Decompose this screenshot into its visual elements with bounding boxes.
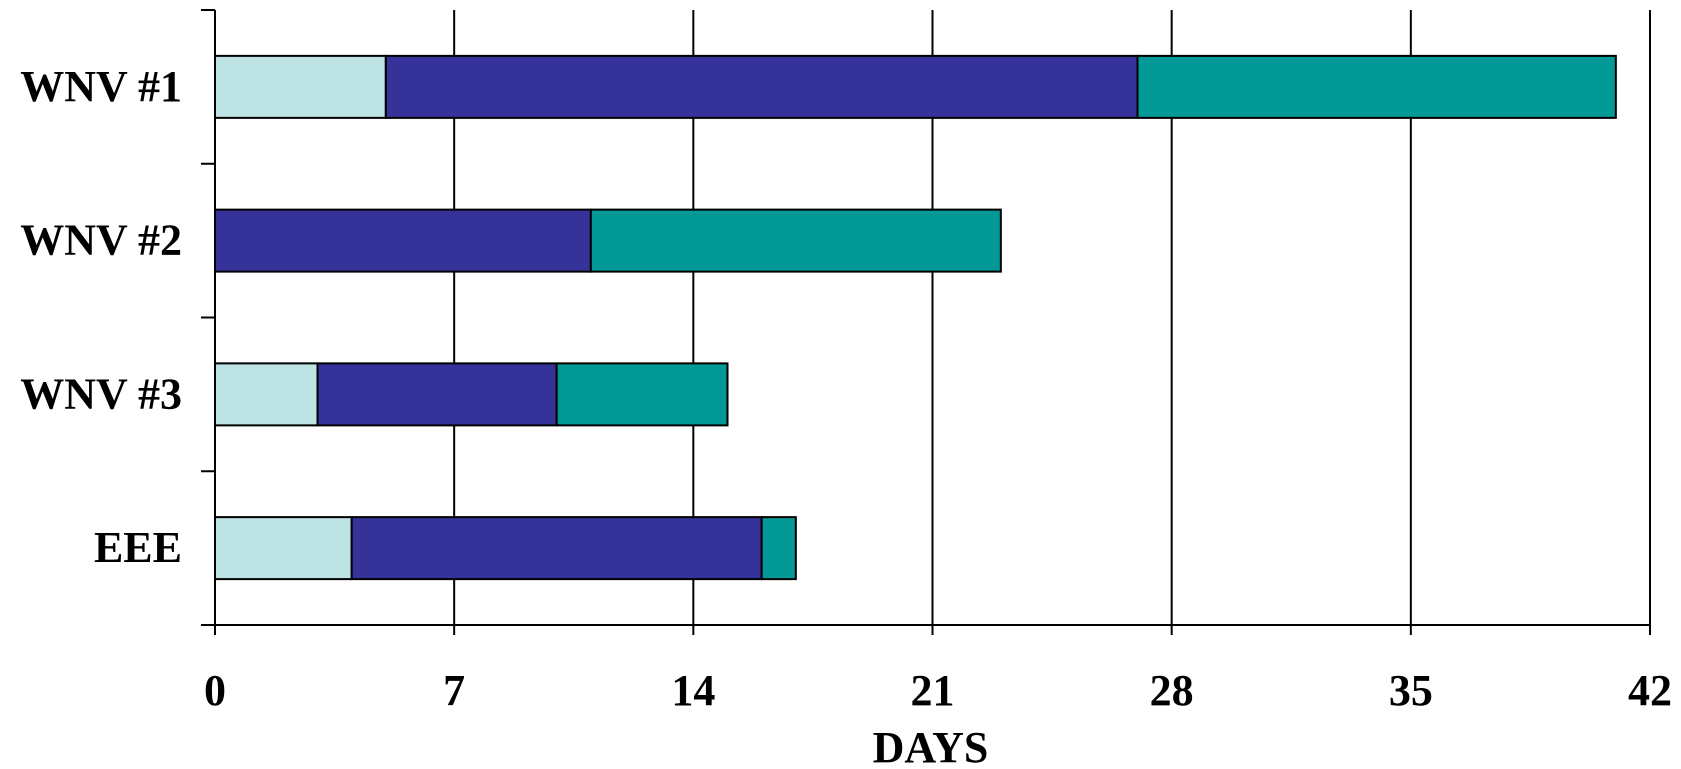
category-label: EEE bbox=[94, 523, 182, 572]
bar-segment bbox=[589, 208, 1002, 273]
bar-segment bbox=[214, 54, 387, 119]
x-tick-label: 14 bbox=[671, 666, 715, 715]
bar-segment bbox=[384, 54, 1139, 119]
x-tick-label: 21 bbox=[911, 666, 955, 715]
bar-segment bbox=[760, 516, 797, 581]
bar-segment bbox=[214, 516, 353, 581]
category-label: WNV #3 bbox=[20, 369, 182, 418]
bar-segment bbox=[214, 208, 592, 273]
category-label: WNV #2 bbox=[20, 216, 182, 265]
bar-segment bbox=[1136, 54, 1617, 119]
bar-segment bbox=[555, 362, 729, 427]
bar-segment bbox=[316, 362, 558, 427]
axes bbox=[201, 9, 1651, 635]
category-label: WNV #1 bbox=[20, 62, 182, 111]
category-labels: WNV #1 WNV #2 WNV #3 EEE bbox=[20, 62, 182, 572]
x-tick-labels: 0 7 14 21 28 35 42 bbox=[204, 666, 1672, 715]
x-tick-label: 0 bbox=[204, 666, 226, 715]
bar-segment bbox=[214, 362, 319, 427]
x-tick-label: 7 bbox=[443, 666, 465, 715]
x-tick-label: 28 bbox=[1150, 666, 1194, 715]
bar-segment bbox=[350, 516, 763, 581]
x-tick-label: 35 bbox=[1389, 666, 1433, 715]
x-tick-label: 42 bbox=[1628, 666, 1672, 715]
x-axis-title: DAYS bbox=[873, 723, 989, 769]
bars bbox=[214, 54, 1617, 581]
